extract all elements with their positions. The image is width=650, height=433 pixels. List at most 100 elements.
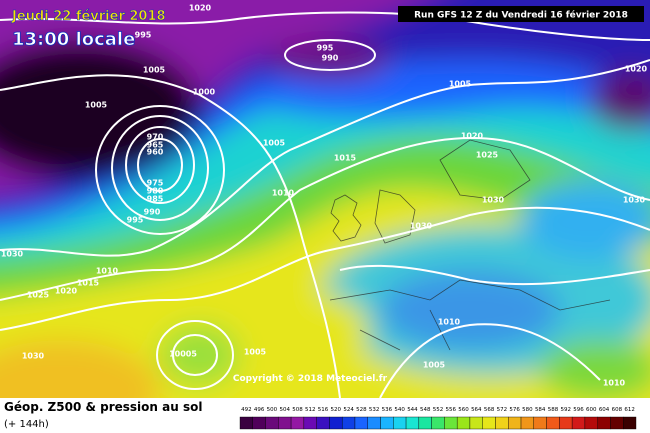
isobar-label: 1030: [1, 250, 24, 259]
scale-swatch: [482, 416, 496, 430]
isobars: [0, 13, 650, 399]
scale-swatch: [533, 416, 547, 430]
scale-swatch: [316, 416, 330, 430]
scale-label: 608: [612, 407, 623, 413]
scale-swatch: [520, 416, 535, 430]
isobar-label: 960: [147, 148, 164, 157]
scale-swatch: [559, 416, 573, 430]
legend-lead: (+ 144h): [4, 419, 49, 430]
isobar-label: 1020: [55, 287, 78, 296]
scale-label: 500: [267, 407, 278, 413]
run-info: Run GFS 12 Z du Vendredi 16 février 2018: [414, 10, 628, 21]
isobar-label: 990: [322, 54, 339, 63]
scale-swatch: [290, 416, 305, 430]
isobar-label: 1030: [22, 352, 45, 361]
isobar-label: 995: [127, 216, 144, 225]
scale-label: 596: [573, 407, 584, 413]
scale-label: 560: [458, 407, 469, 413]
isobar-label: 1020: [189, 4, 212, 13]
scale-label: 604: [599, 407, 610, 413]
scale-label: 580: [522, 407, 533, 413]
scale-label: 544: [407, 407, 418, 413]
scale-label: 600: [586, 407, 597, 413]
scale-swatch: [571, 416, 586, 430]
scale-swatch: [431, 416, 445, 430]
isobar-label: 1005: [263, 139, 286, 148]
scale-label: 512: [305, 407, 316, 413]
isobar-label: 1025: [476, 151, 499, 160]
scale-label: 588: [548, 407, 559, 413]
scale-label: 556: [446, 407, 457, 413]
scale-swatch: [252, 416, 266, 430]
scale-label: 492: [241, 407, 252, 413]
scale-swatch: [329, 416, 343, 430]
scale-swatch: [303, 416, 317, 430]
scale-label: 576: [509, 407, 520, 413]
isobar-label: 1000: [193, 88, 216, 97]
scale-swatch: [584, 416, 598, 430]
isobar-labels: 1020995995990100510001005100510209709659…: [1, 4, 648, 388]
scale-label: 532: [369, 407, 380, 413]
isobar-label: 1005: [423, 361, 446, 370]
isobar-label: 1030: [482, 196, 505, 205]
scale-swatch: [610, 416, 624, 430]
scale-label: 536: [382, 407, 393, 413]
isobar-label: 980: [147, 187, 164, 196]
scale-swatch: [367, 416, 381, 430]
color-scale: 492 496 500 504 508 512 516 520 524 528 532 536 540 5…: [239, 407, 637, 430]
isobar-label: 1010: [603, 379, 626, 388]
scale-swatch: [380, 416, 394, 430]
forecast-date: Jeudi 22 février 2018: [11, 9, 166, 24]
isobar-label: 1005: [85, 101, 108, 110]
scale-label: 572: [497, 407, 508, 413]
scale-label: 528: [356, 407, 367, 413]
scale-swatch: [623, 416, 637, 430]
scale-swatch: [405, 416, 420, 430]
isobar-label: 990: [144, 208, 161, 217]
isobar-label: 995: [135, 31, 152, 40]
isobar-label: 1005: [449, 80, 472, 89]
scale-swatch: [278, 416, 292, 430]
scale-swatch: [444, 416, 458, 430]
isobar-label: 10005: [169, 350, 197, 359]
scale-swatch: [239, 416, 253, 430]
local-time: 13:00 locale: [12, 29, 135, 50]
isobar-label: 1020: [461, 132, 484, 141]
isobar-label: 965: [147, 141, 164, 150]
scale-label: 540: [394, 407, 405, 413]
scale-label: 552: [433, 407, 444, 413]
isobar-label: 1010: [96, 267, 119, 276]
isobar-label: 1030: [623, 196, 646, 205]
scale-label: 612: [624, 407, 635, 413]
run-box: [398, 6, 644, 22]
scale-swatch: [546, 416, 560, 430]
scale-swatch: [341, 416, 356, 430]
scale-swatch: [265, 416, 279, 430]
scale-label: 592: [560, 407, 571, 413]
isobar-label: 995: [317, 44, 334, 53]
scale-swatch: [469, 416, 483, 430]
isobar-label: 970: [147, 133, 164, 142]
isobar-label: 975: [147, 179, 164, 188]
copyright: Copyright © 2018 Meteociel.fr: [233, 374, 388, 384]
scale-swatch: [354, 416, 368, 430]
scale-swatch: [495, 416, 509, 430]
scale-label: 548: [420, 407, 431, 413]
isobar-label: 1005: [244, 348, 267, 357]
isobar-label: 1015: [77, 279, 100, 288]
scale-label: 524: [343, 407, 354, 413]
isobar-label: 1030: [410, 222, 433, 231]
scale-label: 496: [254, 407, 265, 413]
scale-swatch: [508, 416, 522, 430]
scale-swatch: [393, 416, 407, 430]
isobar-label: 1020: [625, 65, 648, 74]
isobar-label: 1010: [272, 189, 295, 198]
isobar-label: 1010: [438, 318, 461, 327]
scale-label: 564: [471, 407, 482, 413]
isobar-label: 985: [147, 195, 164, 204]
scale-label: 520: [331, 407, 342, 413]
scale-label: 508: [292, 407, 303, 413]
scale-label: 584: [535, 407, 546, 413]
